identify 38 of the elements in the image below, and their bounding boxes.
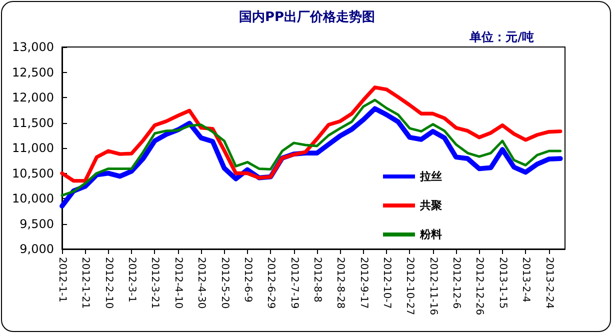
line-series [60,98,562,197]
x-tick-label: 2012-9-17 [358,257,369,309]
y-tick-label: 12,000 [12,90,54,104]
x-tick-label: 2012-8-8 [311,257,322,302]
y-tick-label: 10,500 [12,166,54,180]
x-tick-label: 2012-7-19 [288,257,300,309]
x-tick-label: 2012-6-29 [265,257,276,309]
x-tick-label: 2012-4-10 [172,257,184,309]
x-tick-label: 2013-2-4 [520,257,532,302]
x-tick-label: 2012-1-21 [80,257,91,309]
x-tick-label: 2012-12-6 [450,257,462,309]
y-tick-label: 11,500 [12,116,54,130]
x-tick-label: 2012-4-30 [196,257,207,309]
x-tick-label: 2013-2-24 [543,257,554,309]
x-tick-label: 2012-3-21 [149,257,160,309]
legend-label: 拉丝 [419,170,442,183]
y-tick-label: 13,000 [12,40,54,54]
x-tick-label: 2012-10-27 [404,257,416,316]
x-tick-label: 2012-3-1 [126,257,138,302]
chart-title: 国内PP出厂价格走势图 [238,9,376,25]
x-tick-label: 2012-6-9 [242,257,253,302]
y-tick-label: 9,500 [20,216,54,231]
chart-subtitle: 单位：元/吨 [468,30,534,44]
line-series [60,86,562,183]
y-tick-label: 12,500 [12,65,54,80]
x-tick-label: 2013-1-15 [496,257,508,309]
legend-label: 粉料 [419,228,442,241]
x-tick-label: 2012-12-26 [474,257,485,316]
x-tick-label: 2012-11-16 [427,257,438,316]
y-tick-label: 10,000 [12,192,54,206]
x-tick-label: 2012-5-20 [218,257,230,309]
y-tick-label: 9,000 [20,242,54,256]
x-tick-label: 2012-8-28 [334,257,346,309]
y-tick-label: 11,000 [12,141,54,155]
x-tick-label: 2012-2-10 [102,257,114,309]
x-tick-label: 2012-10-7 [381,257,392,309]
x-tick-label: 2012-1-1 [56,257,68,302]
legend-label: 共聚 [419,199,442,212]
